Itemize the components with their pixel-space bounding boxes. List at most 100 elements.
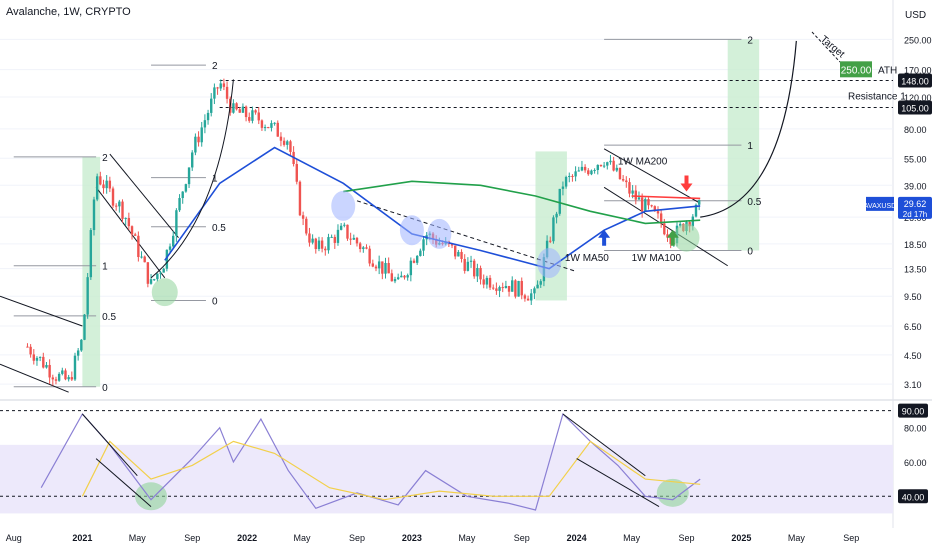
- candle-body: [156, 273, 159, 280]
- time-tick-label: May: [129, 533, 147, 543]
- time-tick-label: Sep: [184, 533, 200, 543]
- fib-level-label: 0.5: [747, 197, 761, 208]
- candle-body: [571, 175, 574, 177]
- candle-body: [697, 200, 701, 205]
- time-tick-label: 2022: [237, 533, 257, 543]
- channel-line: [95, 187, 166, 279]
- candle-body: [694, 204, 698, 217]
- channel-line: [0, 295, 83, 327]
- ma50-arrow-icon: [598, 229, 611, 246]
- candle-body: [165, 249, 169, 269]
- candle-body: [653, 206, 657, 212]
- fib-target-zone: [535, 151, 567, 301]
- candle-body: [121, 201, 124, 219]
- candle-body: [688, 221, 691, 227]
- candle-body: [305, 218, 308, 234]
- symbol-tag: [866, 196, 894, 211]
- candle-body: [362, 247, 365, 250]
- time-tick-label: Sep: [349, 533, 365, 543]
- projection-arc: [700, 40, 797, 218]
- channel-line: [603, 186, 728, 267]
- candle-body: [89, 230, 93, 278]
- candle-body: [466, 261, 470, 271]
- candle-body: [70, 377, 74, 380]
- candle-body: [194, 136, 197, 153]
- candle-body: [644, 199, 647, 212]
- candle-body: [339, 225, 343, 230]
- candle-body: [257, 112, 260, 121]
- candle-body: [606, 162, 609, 166]
- candle-body: [593, 170, 596, 172]
- ath-target-label: 250.00: [841, 65, 872, 76]
- candle-body: [26, 346, 29, 348]
- candle-body: [663, 223, 666, 235]
- fib-level-label: 0.5: [212, 223, 226, 234]
- candle-body: [476, 267, 479, 277]
- time-tick-label: 2021: [72, 533, 92, 543]
- ma-touch-circle: [537, 247, 562, 278]
- fib-level-label: 0: [747, 246, 753, 257]
- candle-body: [61, 370, 64, 374]
- candle-body: [577, 170, 580, 172]
- candle-body: [514, 280, 517, 297]
- candle-body: [415, 255, 419, 263]
- candle-body: [95, 176, 99, 200]
- candle-body: [381, 261, 384, 274]
- time-tick-label: May: [458, 533, 476, 543]
- candle-body: [210, 98, 213, 113]
- candle-body: [330, 236, 333, 238]
- rsi-ma-line: [81, 440, 701, 501]
- bottom-highlight: [151, 278, 178, 307]
- countdown-label: 2d 17h: [903, 210, 927, 219]
- price-tick-label: 18.50: [904, 240, 927, 250]
- ma-touch-circle: [399, 215, 424, 246]
- time-tick-label: May: [623, 533, 641, 543]
- candle-body: [454, 245, 457, 257]
- candle-body: [301, 215, 305, 219]
- candle-body: [555, 213, 558, 218]
- symbol-tag-label: AVAXUSD: [864, 203, 896, 210]
- time-tick-label: Sep: [514, 533, 530, 543]
- candle-body: [48, 364, 51, 378]
- rsi-line: [40, 412, 701, 511]
- candle-body: [511, 280, 514, 292]
- rsi-channel-line: [82, 413, 138, 477]
- candle-body: [67, 377, 70, 380]
- candle-body: [181, 191, 184, 199]
- candle-body: [393, 279, 397, 282]
- candle-body: [365, 247, 368, 249]
- rsi-level-tag: [898, 489, 928, 504]
- candle-body: [213, 87, 216, 99]
- candle-body: [51, 377, 55, 380]
- ath-tag: ATH: [878, 65, 897, 76]
- rsi-level-tag-label: 40.00: [902, 492, 925, 502]
- candle-body: [536, 284, 539, 289]
- candle-body: [336, 229, 340, 243]
- candle-body: [349, 238, 352, 240]
- candle-body: [178, 198, 181, 211]
- candle-body: [618, 167, 622, 180]
- ma-touch-circle: [331, 190, 356, 221]
- candle-body: [159, 272, 162, 274]
- candle-body: [621, 179, 625, 181]
- candle-body: [558, 188, 561, 214]
- current-price-label: 29.62: [904, 199, 927, 209]
- candle-body: [460, 251, 463, 259]
- candle-body: [631, 190, 634, 194]
- price-tick-label: 250.00: [904, 35, 932, 45]
- candle-body: [102, 184, 105, 189]
- candle-body: [184, 184, 188, 192]
- price-tick-label: 120.00: [904, 93, 932, 103]
- ma-touch-circle: [427, 218, 452, 249]
- candle-body: [29, 346, 32, 355]
- candle-body: [206, 112, 210, 121]
- candle-body: [343, 224, 346, 226]
- ma100-label: 1W MA100: [632, 253, 682, 264]
- candle-body: [197, 136, 200, 143]
- candle-body: [263, 127, 267, 129]
- candle-body: [248, 117, 251, 121]
- candle-body: [650, 205, 653, 207]
- candle-body: [352, 237, 356, 240]
- fib-level-label: 0: [102, 383, 108, 394]
